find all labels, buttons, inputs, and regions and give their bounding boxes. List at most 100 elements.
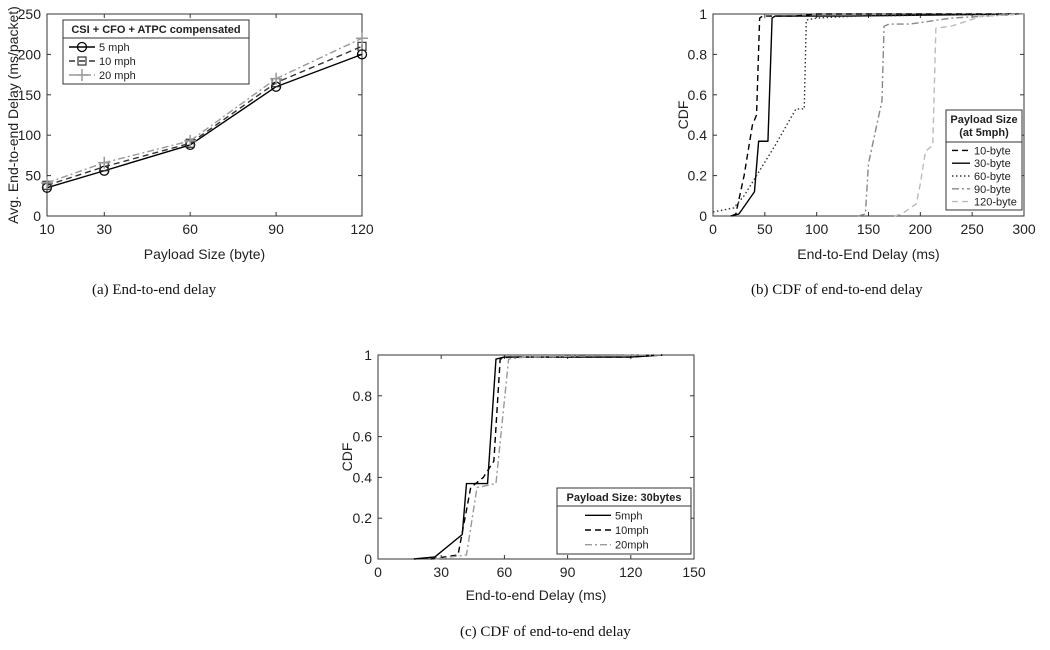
legend-label: 120-byte [974, 197, 1017, 209]
x-tick-label: 120 [619, 564, 643, 580]
legend-label: 30-byte [974, 158, 1011, 170]
series-90-byte [857, 13, 1025, 217]
legend-title: Payload Size [950, 114, 1017, 126]
series-30-byte [730, 13, 1025, 217]
legend-item: 5 mph [69, 41, 130, 54]
caption-c: (c) CDF of end-to-end delay [460, 624, 631, 640]
y-tick-label: 250 [18, 6, 42, 22]
x-tick-label: 100 [805, 221, 829, 237]
legend-title: Payload Size: 30bytes [567, 492, 682, 504]
legend-title: (at 5mph) [959, 127, 1009, 139]
series-line [712, 13, 1025, 213]
legend-label: 90-byte [974, 184, 1011, 196]
y-tick-label: 0 [699, 208, 707, 224]
legend-marker [76, 69, 88, 81]
x-axis-label: End-to-end Delay (ms) [466, 587, 607, 603]
y-tick-label: 1 [699, 6, 707, 22]
chart-b-cdf-payload: 0 50 100 150 200 250 300 0 0.2 0.4 0.6 0.8 1 End-to-E… [675, 6, 1036, 262]
data-point [41, 176, 53, 189]
y-tick-label: 0.6 [688, 87, 708, 103]
y-axis-label: CDF [675, 101, 691, 130]
y-tick-label: 50 [25, 168, 41, 184]
y-tick-label: 0.2 [353, 510, 373, 526]
legend-label: 20 mph [99, 70, 136, 82]
y-tick-label: 0.8 [353, 388, 373, 404]
series-line [731, 13, 1024, 217]
y-tick-label: 0.2 [688, 168, 708, 184]
y-axis-label: CDF [339, 443, 355, 472]
legend-item: 60-byte [952, 171, 1011, 183]
legend-marker [77, 56, 87, 66]
x-tick-label: 30 [96, 221, 112, 237]
x-tick-label: 30 [433, 564, 449, 580]
y-tick-label: 0 [33, 208, 41, 224]
x-tick-label: 10 [39, 221, 55, 237]
series-20-mph [41, 32, 368, 189]
legend-label: 5mph [615, 510, 643, 522]
legend-label: 10mph [615, 525, 649, 537]
x-axis-label: End-to-End Delay (ms) [797, 246, 939, 262]
x-tick-label: 0 [374, 564, 382, 580]
chart-c-cdf-speed: 0 30 60 90 120 150 0 0.2 0.4 0.6 0.8 1 End-to-end De… [339, 347, 706, 603]
series-line [894, 13, 1025, 217]
legend-box [556, 487, 692, 555]
series-line [857, 13, 1025, 217]
series-line [730, 13, 1025, 217]
legend: Payload Size: 30bytes 5mph 10mph 20mph [556, 487, 692, 555]
y-tick-label: 200 [18, 46, 42, 62]
legend-item: 20mph [585, 540, 649, 552]
legend-item: 120-byte [952, 197, 1017, 209]
y-tick-label: 150 [18, 87, 42, 103]
legend-label: 10 mph [99, 56, 136, 68]
x-tick-label: 300 [1012, 221, 1036, 237]
legend-item: 10mph [585, 525, 649, 537]
legend-item: 90-byte [952, 184, 1011, 196]
series-120-byte [894, 13, 1025, 217]
chart-a-avg-delay: 10 30 60 90 120 0 50 100 150 200 250 Payload Size (… [5, 6, 374, 262]
x-tick-label: 90 [560, 564, 576, 580]
y-tick-label: 0.8 [688, 46, 708, 62]
legend-item: 10-byte [952, 145, 1011, 157]
x-tick-label: 200 [909, 221, 933, 237]
x-tick-label: 250 [960, 221, 984, 237]
x-tick-label: 90 [268, 221, 284, 237]
y-tick-label: 0 [364, 551, 372, 567]
series-line [430, 354, 663, 560]
legend-item: 5mph [585, 510, 643, 522]
x-tick-label: 150 [857, 221, 881, 237]
x-axis-label: Payload Size (byte) [144, 246, 265, 262]
series-line [434, 354, 663, 560]
series-20mph [434, 354, 663, 560]
legend-box [945, 109, 1023, 211]
data-point [98, 156, 111, 169]
data-point [184, 134, 197, 147]
x-tick-label: 60 [497, 564, 513, 580]
x-tick-label: 120 [350, 221, 374, 237]
legend-box [62, 19, 250, 85]
data-point [270, 72, 283, 85]
x-tick-label: 50 [757, 221, 773, 237]
y-tick-label: 1 [364, 347, 372, 363]
series-10mph [430, 354, 663, 560]
legend-title: CSI + CFO + ATPC compensated [71, 24, 240, 36]
legend-marker [76, 41, 88, 53]
series-line [46, 37, 363, 184]
series-line [46, 45, 363, 186]
x-tick-label: 60 [182, 221, 198, 237]
x-tick-label: 150 [682, 564, 706, 580]
legend-label: 5 mph [99, 42, 130, 54]
series-10-byte [731, 13, 1024, 217]
legend-label: 60-byte [974, 171, 1011, 183]
legend-label: 10-byte [974, 145, 1011, 157]
legend: CSI + CFO + ATPC compensated 5 mph 10 mph 2… [62, 19, 250, 85]
legend-label: 20mph [615, 540, 649, 552]
caption-a: (a) End-to-end delay [92, 282, 217, 298]
legend-item: 20 mph [69, 69, 136, 82]
y-axis-label: Avg. End-to-end Delay (ms/packet) [5, 6, 21, 224]
y-tick-label: 0.4 [353, 469, 373, 485]
legend-item: 30-byte [952, 158, 1011, 170]
series-60-byte [712, 13, 1025, 213]
y-tick-label: 100 [18, 127, 42, 143]
y-tick-label: 0.4 [688, 127, 708, 143]
